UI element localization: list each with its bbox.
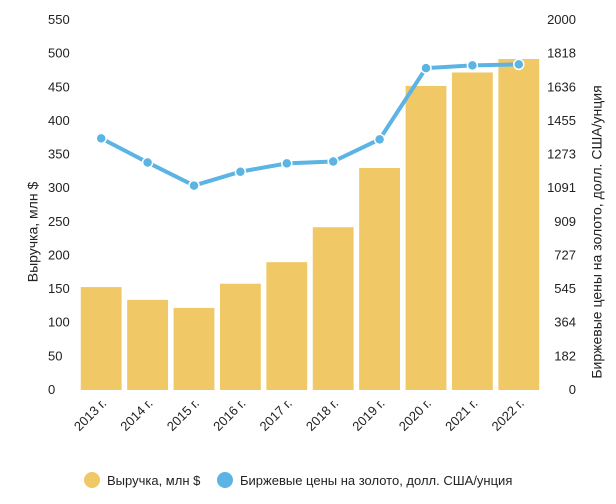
- gold-price-point-2014: [141, 156, 154, 169]
- x-tick-label: 2016 г.: [210, 396, 248, 434]
- right-axis-title: Биржевые цены на золото, долл. США/унция: [589, 85, 605, 378]
- legend: Выручка, млн $ Биржевые цены на золото, …: [84, 472, 512, 488]
- right-tick-label: 1636: [547, 79, 576, 94]
- gold-price-point-2017: [281, 157, 293, 170]
- right-tick-label: 727: [554, 247, 576, 262]
- bar-2013: [80, 287, 122, 390]
- x-tick-label: 2018 г.: [303, 396, 341, 434]
- left-tick-label: 550: [48, 12, 70, 27]
- left-tick-label: 50: [48, 348, 62, 363]
- bar-2017: [266, 262, 308, 390]
- bar-2022: [498, 59, 540, 391]
- bar-2018: [312, 227, 354, 390]
- bar-2019: [359, 168, 401, 390]
- left-tick-label: 200: [48, 247, 70, 262]
- x-tick-label: 2022 г.: [489, 396, 527, 434]
- bar-series: [80, 59, 540, 391]
- x-tick-label: 2019 г.: [349, 396, 387, 434]
- gold-price-point-2022: [513, 58, 525, 71]
- bar-2015: [173, 307, 215, 390]
- x-tick-label: 2021 г.: [442, 396, 480, 434]
- x-tick-label: 2017 г.: [257, 396, 295, 434]
- gold-price-point-2013: [95, 132, 107, 145]
- x-axis-ticks: 2013 г. 2014 г. 2015 г. 2016 г. 2017 г. 2018 …: [71, 396, 527, 434]
- gold-price-point-2015: [188, 179, 200, 192]
- gold-price-point-2019: [373, 133, 386, 146]
- left-axis-title: Выручка, млн $: [25, 182, 41, 283]
- legend-label-revenue: Выручка, млн $: [107, 473, 201, 488]
- bar-2016: [219, 283, 261, 390]
- right-tick-label: 1091: [547, 180, 576, 195]
- x-tick-label: 2020 г.: [396, 396, 434, 434]
- right-tick-label: 909: [554, 214, 576, 229]
- left-tick-label: 500: [48, 46, 70, 61]
- gold-price-point-2021: [466, 59, 479, 72]
- left-tick-label: 450: [48, 79, 70, 94]
- x-tick-label: 2014 г.: [117, 396, 155, 434]
- left-axis-ticks: 0 50 100 150 200 250 300 350 400 450 500 550: [48, 12, 70, 397]
- bar-2014: [127, 299, 169, 390]
- bar-2020: [405, 85, 447, 391]
- legend-swatch-gold-price: [217, 472, 233, 488]
- x-tick-label: 2015 г.: [164, 396, 202, 434]
- left-tick-label: 400: [48, 113, 70, 128]
- right-tick-label: 182: [554, 348, 576, 363]
- right-tick-label: 0: [569, 382, 576, 397]
- left-tick-label: 300: [48, 180, 70, 195]
- gold-price-point-2016: [234, 165, 247, 178]
- line-series: [95, 58, 525, 192]
- left-tick-label: 350: [48, 147, 70, 162]
- right-axis-ticks: 0 182 364 545 727 909 1091 1273 1455 1636 1818 2000: [547, 12, 576, 397]
- gold-price-point-2018: [327, 155, 339, 168]
- right-tick-label: 2000: [547, 12, 576, 27]
- gold-price-point-2020: [420, 62, 432, 74]
- left-tick-label: 0: [48, 382, 55, 397]
- right-tick-label: 1818: [547, 46, 576, 61]
- right-tick-label: 364: [554, 315, 576, 330]
- left-tick-label: 150: [48, 281, 70, 296]
- left-tick-label: 100: [48, 315, 70, 330]
- x-tick-label: 2013 г.: [71, 396, 109, 434]
- legend-swatch-revenue: [84, 472, 100, 488]
- right-tick-label: 545: [554, 281, 576, 296]
- right-tick-label: 1273: [547, 147, 576, 162]
- bar-2021: [451, 72, 493, 390]
- legend-label-gold-price: Биржевые цены на золото, долл. США/унция: [240, 473, 512, 488]
- right-tick-label: 1455: [547, 113, 576, 128]
- gold-price-line: [99, 62, 521, 188]
- left-tick-label: 250: [48, 214, 70, 229]
